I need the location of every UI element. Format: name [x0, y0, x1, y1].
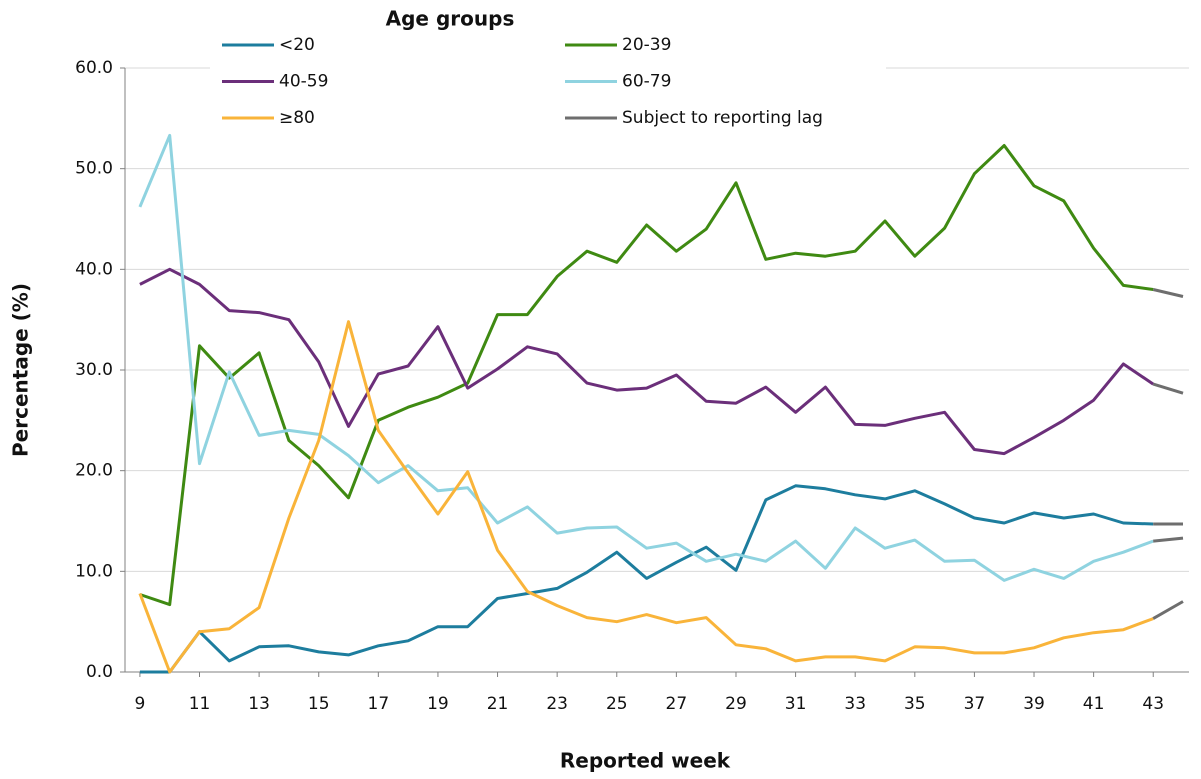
x-tick-label: 23	[546, 694, 568, 714]
x-tick-label: 19	[427, 694, 449, 714]
x-tick-label: 27	[666, 694, 688, 714]
x-tick-label: 35	[904, 694, 926, 714]
legend-label: Subject to reporting lag	[622, 108, 823, 128]
x-tick-label: 21	[487, 694, 509, 714]
y-tick-label: 50.0	[75, 159, 113, 179]
lag-line	[1152, 600, 1184, 620]
x-tick-label: 29	[725, 694, 747, 714]
series-line	[139, 267, 1155, 456]
legend-label: 60-79	[622, 72, 671, 92]
x-tick-label: 25	[606, 694, 628, 714]
legend-title: Age groups	[386, 7, 515, 31]
y-tick-label: 20.0	[75, 461, 113, 481]
x-tick-label: 37	[964, 694, 986, 714]
x-tick-label: 17	[368, 694, 390, 714]
x-tick-label: 13	[248, 694, 270, 714]
lag-line	[1152, 288, 1184, 298]
series-line	[139, 144, 1154, 607]
legend-label: 20-39	[622, 35, 671, 55]
series-line	[138, 133, 1154, 582]
y-tick-label: 60.0	[75, 58, 113, 78]
y-tick-label: 30.0	[75, 360, 113, 380]
x-tick-label: 39	[1023, 694, 1045, 714]
x-tick-label: 41	[1083, 694, 1105, 714]
x-axis-label: Reported week	[560, 749, 731, 773]
legend-box	[210, 30, 886, 140]
y-tick-label: 10.0	[75, 561, 113, 581]
y-tick-label: 40.0	[75, 259, 113, 279]
lag-line	[1153, 536, 1184, 543]
lag-line	[1152, 382, 1184, 395]
series-line	[138, 320, 1154, 674]
x-tick-label: 9	[134, 694, 145, 714]
x-tick-label: 33	[844, 694, 866, 714]
legend-label: 40-59	[279, 72, 328, 92]
x-tick-label: 31	[785, 694, 807, 714]
series-line	[139, 484, 1154, 674]
x-tick-label: 43	[1142, 694, 1164, 714]
legend-label: ≥80	[279, 108, 315, 128]
x-tick-label: 11	[189, 694, 211, 714]
legend-label: <20	[279, 35, 315, 55]
y-axis-label: Percentage (%)	[9, 283, 33, 457]
x-tick-label: 15	[308, 694, 330, 714]
y-tick-label: 0.0	[86, 662, 113, 682]
